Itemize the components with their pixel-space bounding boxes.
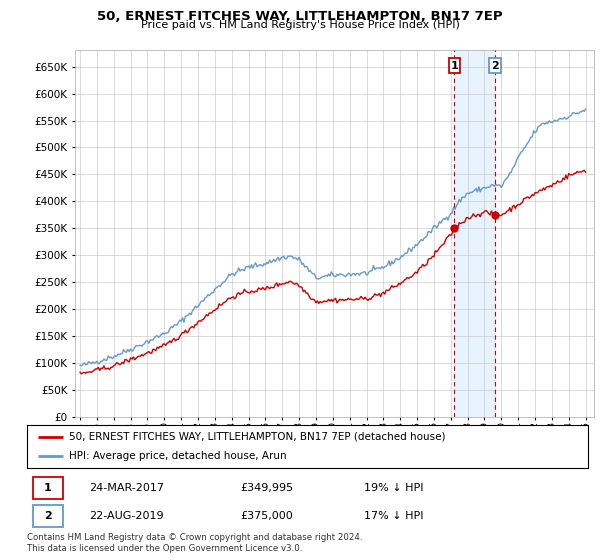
Text: Contains HM Land Registry data © Crown copyright and database right 2024.
This d: Contains HM Land Registry data © Crown c… <box>27 533 362 553</box>
Text: Price paid vs. HM Land Registry's House Price Index (HPI): Price paid vs. HM Land Registry's House … <box>140 20 460 30</box>
FancyBboxPatch shape <box>490 58 501 73</box>
FancyBboxPatch shape <box>32 477 64 498</box>
Text: 24-MAR-2017: 24-MAR-2017 <box>89 483 164 493</box>
Text: 19% ↓ HPI: 19% ↓ HPI <box>364 483 423 493</box>
Text: 2: 2 <box>491 60 499 71</box>
Text: 17% ↓ HPI: 17% ↓ HPI <box>364 511 423 521</box>
Text: £375,000: £375,000 <box>240 511 293 521</box>
Text: HPI: Average price, detached house, Arun: HPI: Average price, detached house, Arun <box>69 451 287 461</box>
Text: 1: 1 <box>44 483 52 493</box>
Text: £349,995: £349,995 <box>240 483 293 493</box>
FancyBboxPatch shape <box>32 505 64 526</box>
Text: 50, ERNEST FITCHES WAY, LITTLEHAMPTON, BN17 7EP (detached house): 50, ERNEST FITCHES WAY, LITTLEHAMPTON, B… <box>69 432 446 441</box>
FancyBboxPatch shape <box>449 58 460 73</box>
Text: 50, ERNEST FITCHES WAY, LITTLEHAMPTON, BN17 7EP: 50, ERNEST FITCHES WAY, LITTLEHAMPTON, B… <box>97 10 503 22</box>
Text: 1: 1 <box>451 60 458 71</box>
Bar <box>454 50 495 417</box>
Text: 22-AUG-2019: 22-AUG-2019 <box>89 511 163 521</box>
Text: 2: 2 <box>44 511 52 521</box>
